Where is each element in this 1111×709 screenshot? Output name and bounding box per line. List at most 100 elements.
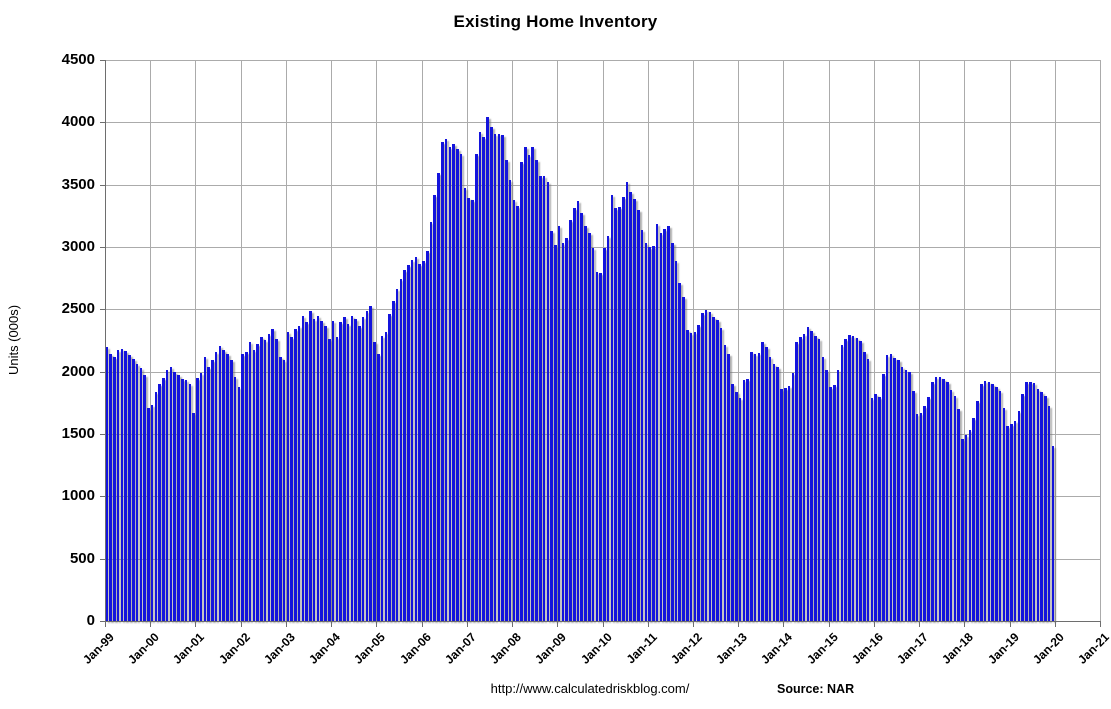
- bar: [501, 134, 504, 621]
- bar: [723, 345, 727, 621]
- x-tick: [738, 621, 740, 627]
- bar: [131, 358, 135, 621]
- bar: [120, 349, 124, 621]
- bar: [139, 367, 143, 621]
- bar: [863, 352, 866, 621]
- y-tick: [100, 496, 105, 498]
- bar: [546, 182, 550, 621]
- y-tick-label: 3000: [61, 238, 95, 255]
- bar: [214, 351, 218, 621]
- x-gridline: [828, 60, 830, 621]
- x-gridline: [195, 60, 197, 621]
- bar: [565, 238, 568, 621]
- x-gridline: [919, 60, 921, 621]
- bar: [437, 173, 440, 621]
- bar: [640, 229, 644, 621]
- x-gridline: [647, 60, 649, 621]
- bar: [196, 377, 199, 621]
- bar: [878, 397, 881, 621]
- bar: [674, 261, 678, 621]
- bar: [339, 322, 342, 621]
- bar: [787, 386, 791, 621]
- bar: [870, 397, 874, 621]
- y-axis-line: [105, 60, 106, 621]
- bar: [742, 379, 746, 621]
- x-gridline: [331, 60, 333, 621]
- bar: [610, 195, 614, 621]
- bar: [561, 243, 565, 621]
- bar: [618, 207, 621, 621]
- bar: [1021, 394, 1024, 621]
- x-gridline: [738, 60, 740, 621]
- bar: [900, 366, 904, 621]
- bar: [957, 409, 960, 621]
- bar: [535, 159, 538, 621]
- bar: [637, 210, 640, 621]
- bar: [490, 126, 493, 621]
- bar: [516, 205, 519, 621]
- bar: [727, 353, 731, 621]
- bar: [478, 131, 482, 621]
- bar: [829, 387, 832, 621]
- bar: [113, 356, 116, 621]
- bar: [735, 391, 738, 621]
- bar: [320, 320, 323, 621]
- bar: [817, 338, 821, 621]
- y-tick-label: 500: [69, 549, 95, 567]
- bar: [919, 412, 923, 621]
- bar: [324, 325, 327, 621]
- x-tick: [376, 621, 378, 627]
- bar: [229, 359, 233, 621]
- bar: [633, 199, 636, 621]
- bar: [105, 346, 109, 621]
- bar: [716, 319, 719, 621]
- bar: [1013, 420, 1017, 621]
- bar: [701, 313, 704, 621]
- bar: [554, 245, 557, 621]
- bar: [934, 377, 938, 621]
- x-tick: [647, 621, 649, 627]
- x-gridline: [1054, 60, 1056, 621]
- bar: [851, 336, 855, 621]
- bar: [961, 438, 964, 621]
- bar: [369, 305, 372, 621]
- bar: [335, 337, 339, 621]
- bar: [915, 414, 919, 621]
- bar: [855, 338, 859, 621]
- bar: [904, 370, 908, 621]
- bar: [930, 382, 934, 621]
- x-gridline: [376, 60, 378, 621]
- bar: [452, 143, 455, 621]
- bar: [738, 398, 742, 621]
- bar: [652, 246, 655, 621]
- bar: [497, 133, 501, 621]
- bar: [693, 331, 697, 621]
- bar: [621, 197, 625, 621]
- bar: [799, 337, 802, 621]
- bar: [712, 316, 715, 621]
- x-tick: [828, 621, 830, 627]
- bar: [418, 263, 421, 621]
- bar: [218, 346, 222, 621]
- bar: [976, 400, 979, 621]
- x-tick: [105, 621, 106, 627]
- bar: [678, 282, 682, 621]
- bar: [373, 342, 376, 621]
- bar: [746, 378, 749, 621]
- bar: [162, 377, 165, 621]
- bar: [154, 392, 158, 621]
- bar: [1010, 424, 1013, 621]
- bar: [991, 384, 994, 621]
- bar: [410, 260, 414, 621]
- bar: [1006, 425, 1009, 621]
- bar: [422, 260, 425, 621]
- bar: [343, 317, 346, 621]
- bar: [833, 384, 836, 621]
- bar: [267, 333, 271, 621]
- y-tick: [100, 558, 105, 560]
- bar: [508, 180, 512, 621]
- bar: [1051, 446, 1055, 621]
- x-tick: [557, 621, 559, 627]
- bar: [791, 372, 795, 621]
- bar: [331, 320, 335, 621]
